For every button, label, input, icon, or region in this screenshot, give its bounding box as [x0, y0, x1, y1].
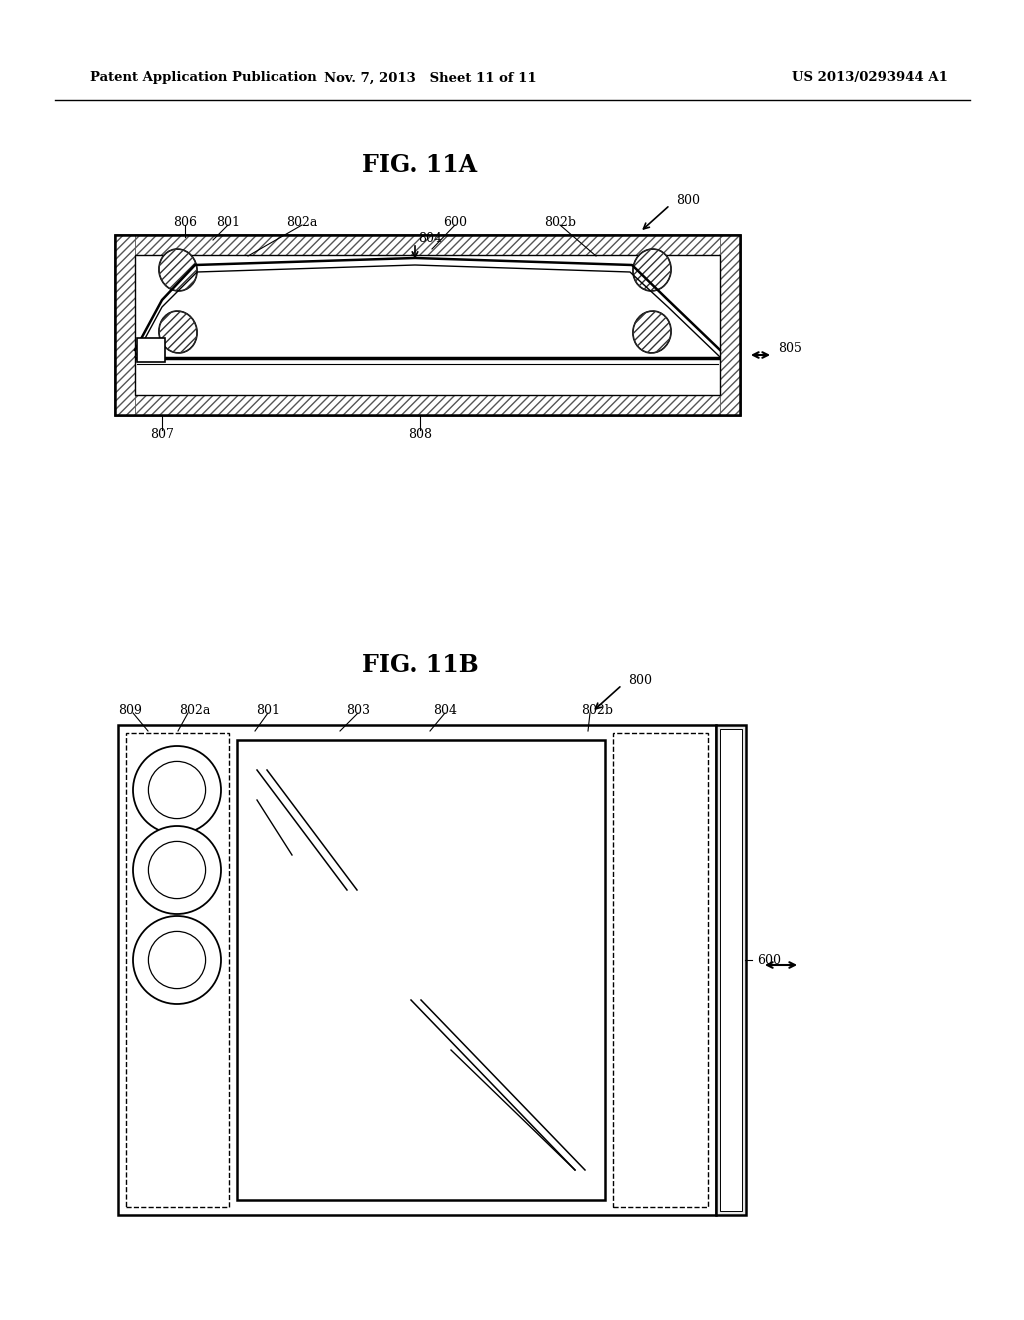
- Text: 805: 805: [778, 342, 802, 355]
- Text: 802a: 802a: [287, 215, 317, 228]
- Text: FIG. 11A: FIG. 11A: [362, 153, 477, 177]
- Circle shape: [133, 746, 221, 834]
- Text: 804: 804: [418, 231, 442, 244]
- Text: Patent Application Publication: Patent Application Publication: [90, 71, 316, 84]
- Text: 803: 803: [346, 704, 370, 717]
- Circle shape: [148, 841, 206, 899]
- Bar: [115, 235, 740, 414]
- Text: FIG. 11B: FIG. 11B: [361, 653, 478, 677]
- Ellipse shape: [159, 312, 197, 352]
- Circle shape: [148, 762, 206, 818]
- Bar: [716, 725, 746, 1214]
- Text: 802b: 802b: [544, 215, 575, 228]
- Text: Nov. 7, 2013   Sheet 11 of 11: Nov. 7, 2013 Sheet 11 of 11: [324, 71, 537, 84]
- Bar: [126, 733, 229, 1206]
- Bar: [613, 733, 708, 1206]
- Text: 809: 809: [118, 704, 142, 717]
- Text: US 2013/0293944 A1: US 2013/0293944 A1: [792, 71, 948, 84]
- Bar: [720, 235, 740, 414]
- Text: 807: 807: [151, 429, 174, 441]
- Text: 806: 806: [173, 215, 197, 228]
- Circle shape: [133, 916, 221, 1005]
- Bar: [115, 235, 740, 414]
- Text: 800: 800: [628, 675, 652, 688]
- Text: 801: 801: [216, 215, 240, 228]
- Bar: [115, 235, 135, 414]
- Bar: [115, 235, 740, 255]
- Text: 600: 600: [757, 953, 781, 966]
- Text: 801: 801: [256, 704, 280, 717]
- Text: 804: 804: [433, 704, 457, 717]
- Text: 802b: 802b: [581, 704, 613, 717]
- Text: 808: 808: [408, 429, 432, 441]
- Text: 802a: 802a: [179, 704, 211, 717]
- Ellipse shape: [633, 249, 671, 290]
- Circle shape: [133, 826, 221, 913]
- Bar: [135, 255, 720, 395]
- Text: 800: 800: [676, 194, 700, 206]
- Bar: [720, 729, 742, 1210]
- Bar: [118, 725, 716, 1214]
- Bar: [237, 741, 605, 1200]
- Text: 600: 600: [443, 215, 467, 228]
- Ellipse shape: [633, 312, 671, 352]
- Ellipse shape: [159, 249, 197, 290]
- Circle shape: [148, 932, 206, 989]
- Bar: [115, 395, 740, 414]
- Bar: [137, 338, 165, 362]
